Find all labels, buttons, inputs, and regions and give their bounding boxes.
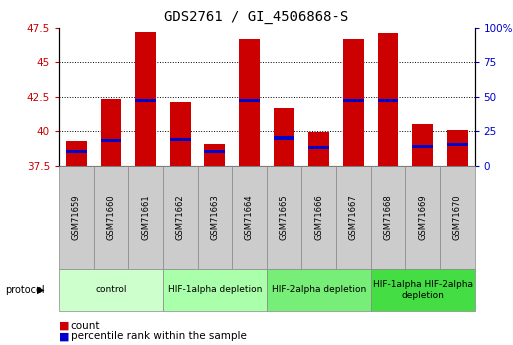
Text: GSM71660: GSM71660 [106,195,115,240]
Text: protocol: protocol [5,285,45,295]
Text: count: count [71,321,101,331]
Bar [308,146,329,149]
Bar [308,132,329,166]
Text: GSM71661: GSM71661 [141,195,150,240]
Bar [343,39,364,166]
Bar [412,145,433,148]
Text: GDS2761 / GI_4506868-S: GDS2761 / GI_4506868-S [164,10,349,24]
Text: GSM71662: GSM71662 [175,195,185,240]
Bar [135,99,156,102]
Text: GSM71668: GSM71668 [383,195,392,240]
Bar [66,150,87,153]
Text: ■: ■ [59,332,69,341]
Text: GSM71666: GSM71666 [314,195,323,240]
Text: HIF-2alpha depletion: HIF-2alpha depletion [271,285,366,294]
Text: GSM71665: GSM71665 [280,195,289,240]
Bar [135,32,156,166]
Text: ▶: ▶ [37,285,45,295]
Bar [378,33,398,166]
Text: GSM71667: GSM71667 [349,195,358,240]
Bar [412,124,433,166]
Bar [274,108,294,166]
Text: HIF-1alpha depletion: HIF-1alpha depletion [168,285,262,294]
Bar [170,138,191,141]
Text: GSM71669: GSM71669 [418,195,427,240]
Bar [274,137,294,139]
Text: GSM71663: GSM71663 [210,195,220,240]
Text: control: control [95,285,127,294]
Bar [239,99,260,102]
Text: GSM71659: GSM71659 [72,195,81,240]
Bar [66,141,87,166]
Bar [239,39,260,166]
Text: GSM71670: GSM71670 [452,195,462,240]
Text: ■: ■ [59,321,69,331]
Bar [204,150,225,153]
Bar [101,139,121,142]
Bar [343,99,364,102]
Bar [447,130,467,166]
Bar [204,144,225,166]
Text: percentile rank within the sample: percentile rank within the sample [71,332,247,341]
Text: HIF-1alpha HIF-2alpha
depletion: HIF-1alpha HIF-2alpha depletion [372,280,472,299]
Bar [447,144,467,146]
Bar [101,99,121,166]
Bar [170,102,191,166]
Text: GSM71664: GSM71664 [245,195,254,240]
Bar [378,99,398,102]
